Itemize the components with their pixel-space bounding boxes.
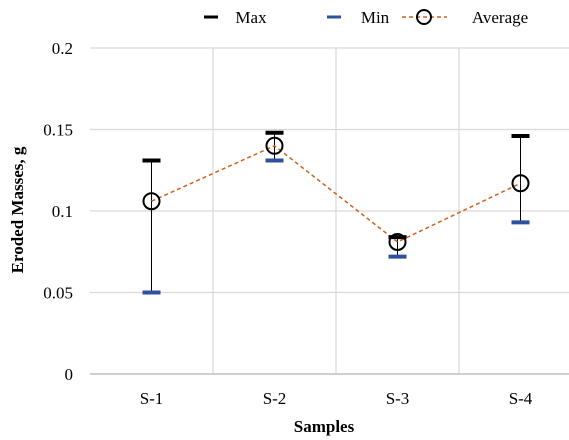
series-layer [142,130,530,295]
x-tick-labels: S-1 S-2 S-3 S-4 [140,389,533,408]
legend: Max Min Average [204,8,528,27]
legend-average-marker [416,9,432,25]
x-tick-label: S-2 [263,389,287,408]
legend-max-label: Max [235,8,267,27]
average-point [265,136,284,155]
y-tick-label: 0.2 [52,39,73,58]
x-axis-title: Samples [294,417,355,436]
x-tick-label: S-1 [140,389,164,408]
y-tick-label: 0.05 [43,284,73,303]
y-tick-labels: 0 0.05 0.1 0.15 0.2 [43,39,73,384]
legend-average-label: Average [472,8,528,27]
x-tick-label: S-4 [509,389,533,408]
average-series-line [151,144,521,243]
average-point [511,174,530,193]
legend-min-label: Min [361,8,390,27]
x-tick-label: S-3 [386,389,410,408]
y-tick-label: 0 [65,365,74,384]
y-tick-label: 0.15 [43,121,73,140]
average-point [388,232,407,251]
average-point [142,192,161,211]
grid-layer [90,47,569,375]
y-axis-title: Eroded Masses, g [8,146,27,273]
y-tick-label: 0.1 [52,202,73,221]
